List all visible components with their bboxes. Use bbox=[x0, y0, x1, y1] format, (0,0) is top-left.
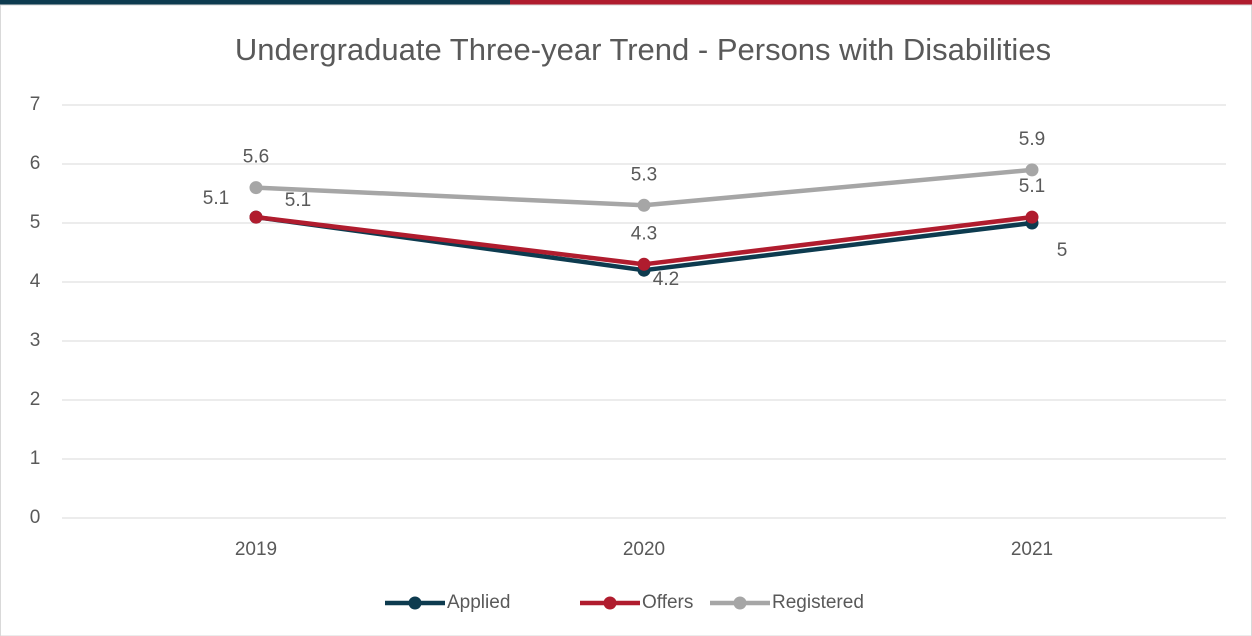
chart-title: Undergraduate Three-year Trend - Persons… bbox=[235, 32, 1051, 67]
data-point bbox=[637, 198, 651, 212]
x-tick-label: 2019 bbox=[235, 539, 277, 560]
data-point bbox=[637, 257, 651, 271]
data-label: 4.2 bbox=[653, 269, 679, 290]
y-tick-label: 5 bbox=[30, 212, 41, 233]
legend-marker bbox=[733, 596, 747, 610]
data-point bbox=[1025, 163, 1039, 177]
y-tick-label: 2 bbox=[30, 389, 41, 410]
y-tick-label: 3 bbox=[30, 330, 41, 351]
data-label: 5.6 bbox=[243, 147, 269, 168]
data-point bbox=[1025, 210, 1039, 224]
data-label: 5.1 bbox=[285, 190, 311, 211]
data-label: 5.1 bbox=[1019, 176, 1045, 197]
top-stripe-right bbox=[510, 0, 1252, 5]
data-label: 5 bbox=[1057, 240, 1068, 261]
legend-label: Applied bbox=[447, 592, 510, 613]
data-label: 5.3 bbox=[631, 164, 657, 185]
data-label: 5.9 bbox=[1019, 129, 1045, 150]
legend-label: Offers bbox=[642, 592, 693, 613]
y-tick-label: 4 bbox=[30, 271, 41, 292]
data-point bbox=[249, 181, 263, 195]
top-stripe-left bbox=[0, 0, 626, 5]
x-tick-label: 2020 bbox=[623, 539, 665, 560]
x-tick-label: 2021 bbox=[1011, 539, 1053, 560]
y-tick-label: 6 bbox=[30, 153, 41, 174]
y-tick-label: 1 bbox=[30, 448, 41, 469]
y-tick-label: 0 bbox=[30, 507, 41, 528]
data-label: 4.3 bbox=[631, 223, 657, 244]
legend-marker bbox=[603, 596, 617, 610]
legend-label: Registered bbox=[772, 592, 864, 613]
data-point bbox=[249, 210, 263, 224]
legend-marker bbox=[408, 596, 422, 610]
y-tick-label: 7 bbox=[30, 94, 41, 115]
data-label: 5.1 bbox=[203, 188, 229, 209]
